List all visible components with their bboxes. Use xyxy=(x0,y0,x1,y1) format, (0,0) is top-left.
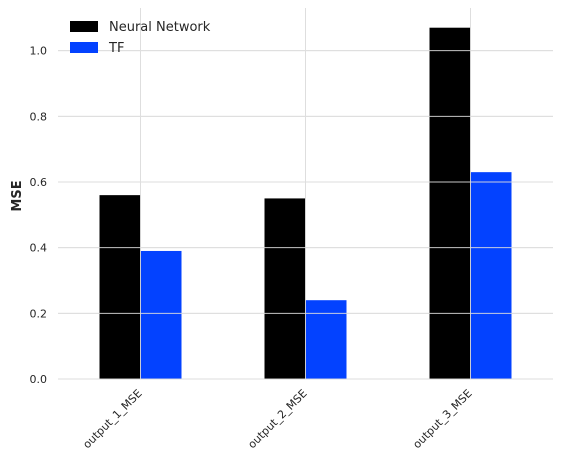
x-tick-label: output_2_MSE xyxy=(245,387,309,451)
bar xyxy=(99,195,141,379)
x-tick-label: output_3_MSE xyxy=(410,387,474,451)
y-tick-label: 0.0 xyxy=(30,373,48,386)
y-tick-label: 0.6 xyxy=(30,176,48,189)
legend: Neural Network TF xyxy=(70,20,211,56)
x-tick-label: output_1_MSE xyxy=(80,387,144,451)
y-tick-label: 0.8 xyxy=(30,110,48,123)
legend-swatch xyxy=(70,42,98,53)
bar xyxy=(305,300,347,379)
legend-swatch xyxy=(70,21,98,32)
bars xyxy=(58,8,553,380)
y-tick-label: 0.2 xyxy=(30,307,48,320)
bar xyxy=(264,198,306,379)
y-axis-label: MSE xyxy=(10,180,25,211)
legend-label: Neural Network xyxy=(109,20,211,35)
y-axis-ticks: 0.0 0.2 0.4 0.6 0.8 1.0 xyxy=(30,45,48,386)
y-tick-label: 1.0 xyxy=(30,45,48,58)
legend-label: TF xyxy=(108,41,124,56)
y-tick-label: 0.4 xyxy=(30,242,48,255)
bar xyxy=(429,27,471,379)
x-axis-ticks: output_1_MSE output_2_MSE output_3_MSE xyxy=(80,387,474,451)
bar xyxy=(470,172,512,379)
bar xyxy=(140,250,182,379)
